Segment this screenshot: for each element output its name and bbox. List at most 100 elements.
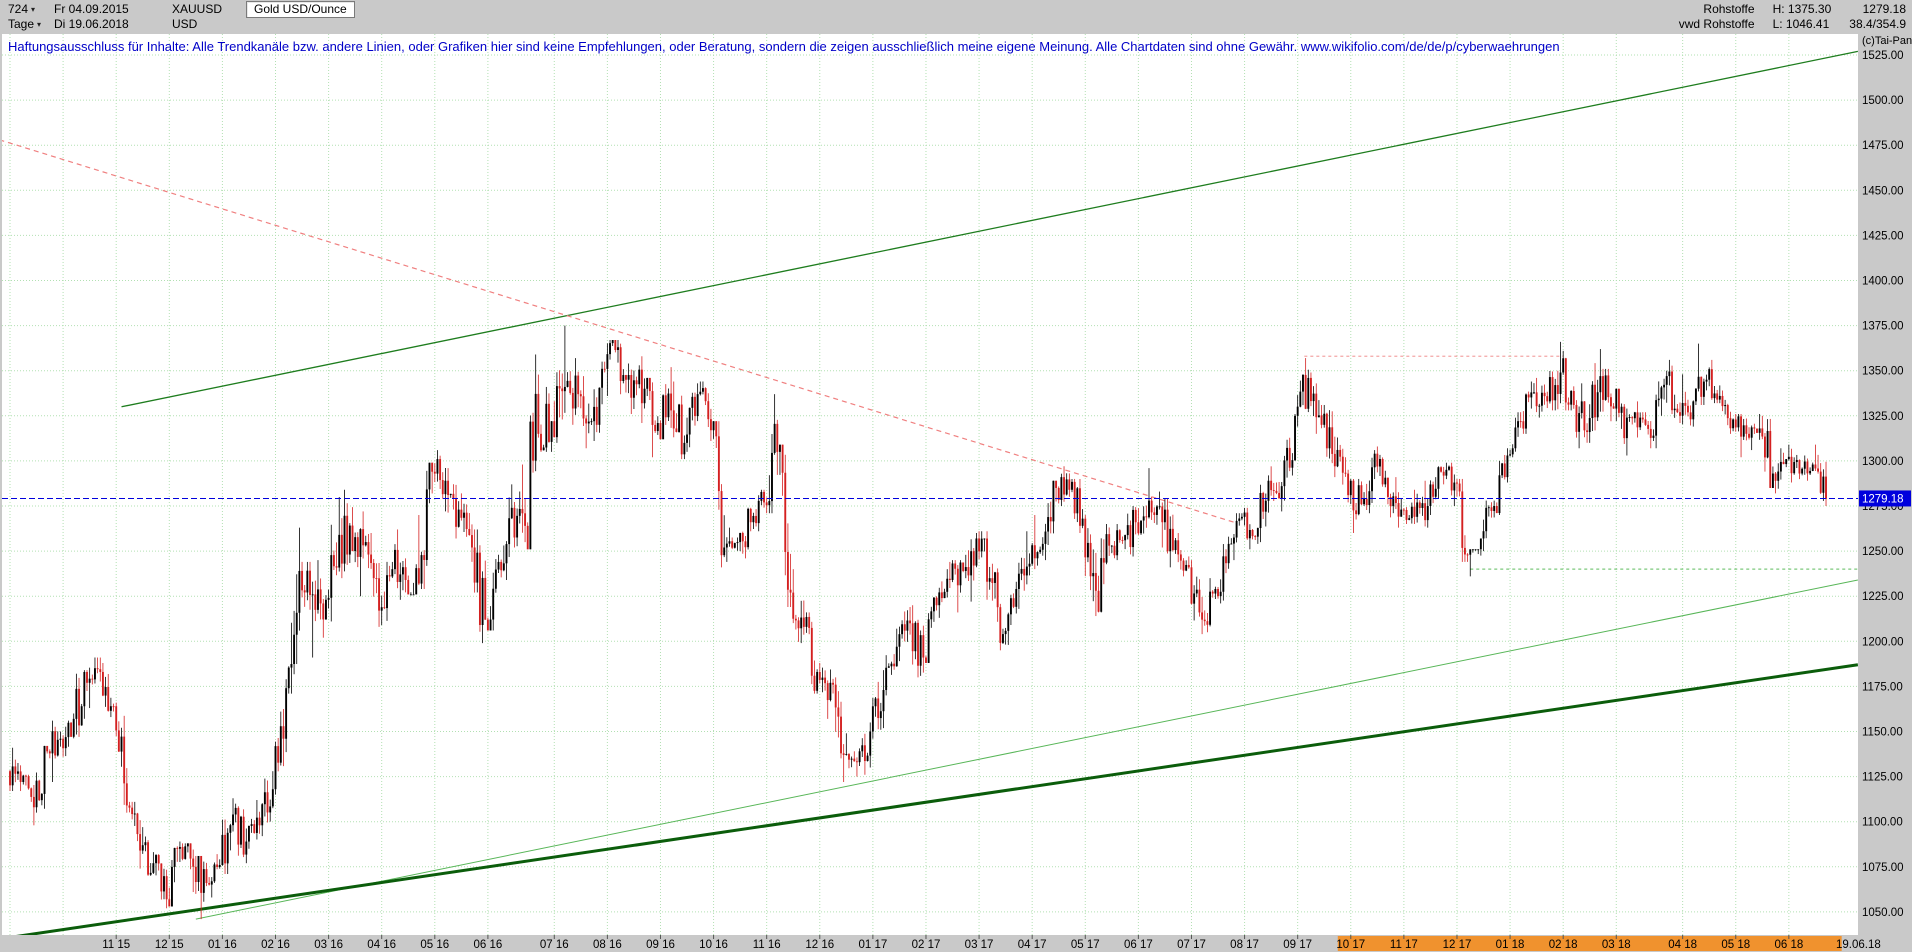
candle-body <box>898 634 901 647</box>
candle-body <box>877 698 880 719</box>
chart-settings: 724 ▾ Fr 04.09.2015 XAUUSD Gold USD/Ounc… <box>0 0 355 32</box>
candle-body <box>1681 402 1684 416</box>
price-chart[interactable]: 1525.00 1500.00 1475.00 1450.00 1425.00 1400.… <box>0 34 1912 952</box>
candle-body <box>1482 531 1485 539</box>
candle-body <box>1065 479 1068 495</box>
candle-body <box>808 616 811 628</box>
candle-body <box>752 515 755 523</box>
candle-body <box>295 612 298 635</box>
candle-body <box>1421 503 1424 509</box>
bars-count-dropdown[interactable]: 724 ▾ <box>8 2 54 17</box>
candle-body <box>1607 375 1610 398</box>
candle-body <box>1349 480 1352 496</box>
candle-body <box>688 407 691 435</box>
candle-body <box>471 535 473 548</box>
candle-body <box>11 766 14 786</box>
candle-body <box>1304 374 1307 409</box>
candle-body <box>1490 507 1493 511</box>
candle-body <box>534 393 537 461</box>
candle-body <box>343 515 346 564</box>
candle-body <box>640 369 643 404</box>
candle-body <box>818 671 821 680</box>
price-tick-label: 1150.00 <box>1862 727 1903 739</box>
candle-body <box>1522 421 1525 429</box>
candle-body <box>1594 384 1596 418</box>
candle-body <box>609 343 611 355</box>
candle-body <box>1023 568 1026 576</box>
candle-body <box>1007 614 1010 631</box>
candle-body <box>1256 528 1259 537</box>
candle-body <box>1036 552 1039 559</box>
time-tick-label: 12 15 <box>155 939 184 951</box>
chart-area[interactable]: 1525.00 1500.00 1475.00 1450.00 1425.00 1400.… <box>0 34 1912 952</box>
candle-body <box>502 563 505 571</box>
candle-body <box>1102 558 1105 563</box>
candle-body <box>574 375 577 409</box>
time-tick-label: 11 17 <box>1390 939 1418 951</box>
candle-body <box>938 592 941 606</box>
candle-body <box>603 368 606 370</box>
candle-body <box>1777 471 1780 481</box>
price-tick-label: 1050.00 <box>1862 907 1904 919</box>
timeframe-dropdown[interactable]: Tage ▾ <box>8 17 54 32</box>
candle-body <box>1214 588 1217 594</box>
plot-layer[interactable] <box>0 50 1858 939</box>
candle-body <box>99 669 102 672</box>
candle-body <box>1588 418 1591 433</box>
candle-body <box>542 447 545 451</box>
candle-body <box>1530 392 1533 398</box>
candle-body <box>1702 381 1705 397</box>
candle-body <box>1259 492 1262 529</box>
candle-body <box>123 736 126 784</box>
candle-body <box>1328 427 1331 449</box>
instrument-name-box[interactable]: Gold USD/Ounce <box>246 1 355 18</box>
candle-body <box>1076 488 1079 514</box>
candle-body <box>298 570 301 613</box>
candle-body <box>269 806 272 813</box>
candle-body <box>1166 509 1169 552</box>
candle-body <box>1094 573 1097 591</box>
candle-body <box>571 392 574 409</box>
candle-body <box>1761 428 1764 437</box>
candle-body <box>444 480 447 495</box>
time-tick-label: 02 18 <box>1549 939 1578 951</box>
candle-body <box>956 568 959 586</box>
end-date-label: 19.06.18 <box>1836 939 1881 951</box>
candle-body <box>675 428 678 432</box>
candle-body <box>409 594 412 596</box>
candle-body <box>1235 520 1238 538</box>
candle-body <box>643 388 646 404</box>
candle-body <box>1732 419 1735 429</box>
long-term-support-line <box>195 579 1858 920</box>
quote-extra-label: 38.4/354.9 <box>1849 17 1906 31</box>
candle-body <box>526 525 529 550</box>
candle-body <box>893 663 896 667</box>
candle-body <box>1400 509 1403 517</box>
time-tick-label: 02 16 <box>261 939 290 951</box>
last-price-value: 1279.18 <box>1862 493 1904 505</box>
candle-body <box>1116 530 1119 556</box>
candle-body <box>1617 388 1620 413</box>
candle-body <box>152 863 155 873</box>
candle-body <box>781 444 784 473</box>
candle-body <box>1132 509 1135 548</box>
candle-body <box>1299 391 1302 407</box>
candle-body <box>699 391 702 395</box>
candle-body <box>1795 459 1798 463</box>
candle-body <box>338 534 341 568</box>
candle-body <box>133 813 136 815</box>
candle-body <box>927 619 930 663</box>
candle-body <box>1424 503 1427 521</box>
candle-body <box>789 589 792 593</box>
candle-body <box>431 462 434 472</box>
price-tick-label: 1225.00 <box>1862 591 1904 603</box>
candle-body <box>372 563 375 579</box>
candle-body <box>43 745 46 794</box>
candle-body <box>139 834 142 851</box>
candle-body <box>1437 467 1440 489</box>
candle-body <box>192 858 195 867</box>
time-tick-label: 01 18 <box>1496 939 1525 951</box>
candle-body <box>415 568 418 595</box>
candle-body <box>532 421 534 461</box>
candle-body <box>62 738 65 749</box>
